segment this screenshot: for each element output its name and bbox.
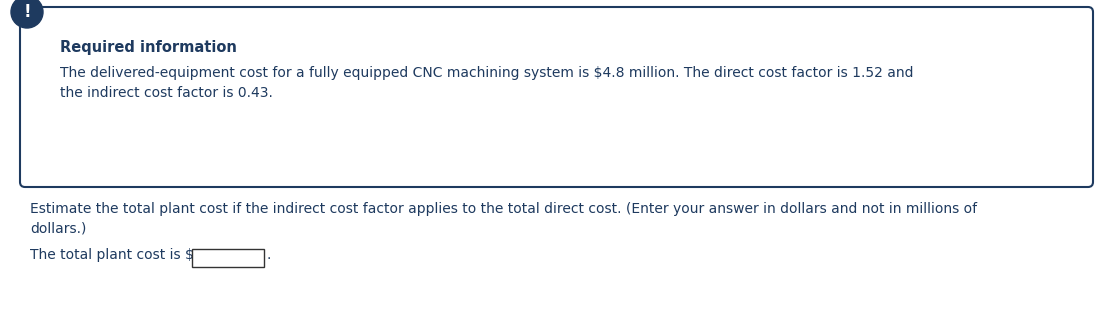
Text: !: ! <box>23 3 31 21</box>
FancyBboxPatch shape <box>192 249 264 267</box>
Text: The delivered-equipment cost for a fully equipped CNC machining system is $4.8 m: The delivered-equipment cost for a fully… <box>60 66 914 80</box>
Text: The total plant cost is $: The total plant cost is $ <box>30 248 194 262</box>
Text: Required information: Required information <box>60 40 237 55</box>
Text: Estimate the total plant cost if the indirect cost factor applies to the total d: Estimate the total plant cost if the ind… <box>30 202 977 216</box>
Text: .: . <box>267 248 272 262</box>
Text: dollars.): dollars.) <box>30 222 87 236</box>
Text: the indirect cost factor is 0.43.: the indirect cost factor is 0.43. <box>60 86 273 100</box>
Circle shape <box>11 0 43 28</box>
FancyBboxPatch shape <box>20 7 1093 187</box>
